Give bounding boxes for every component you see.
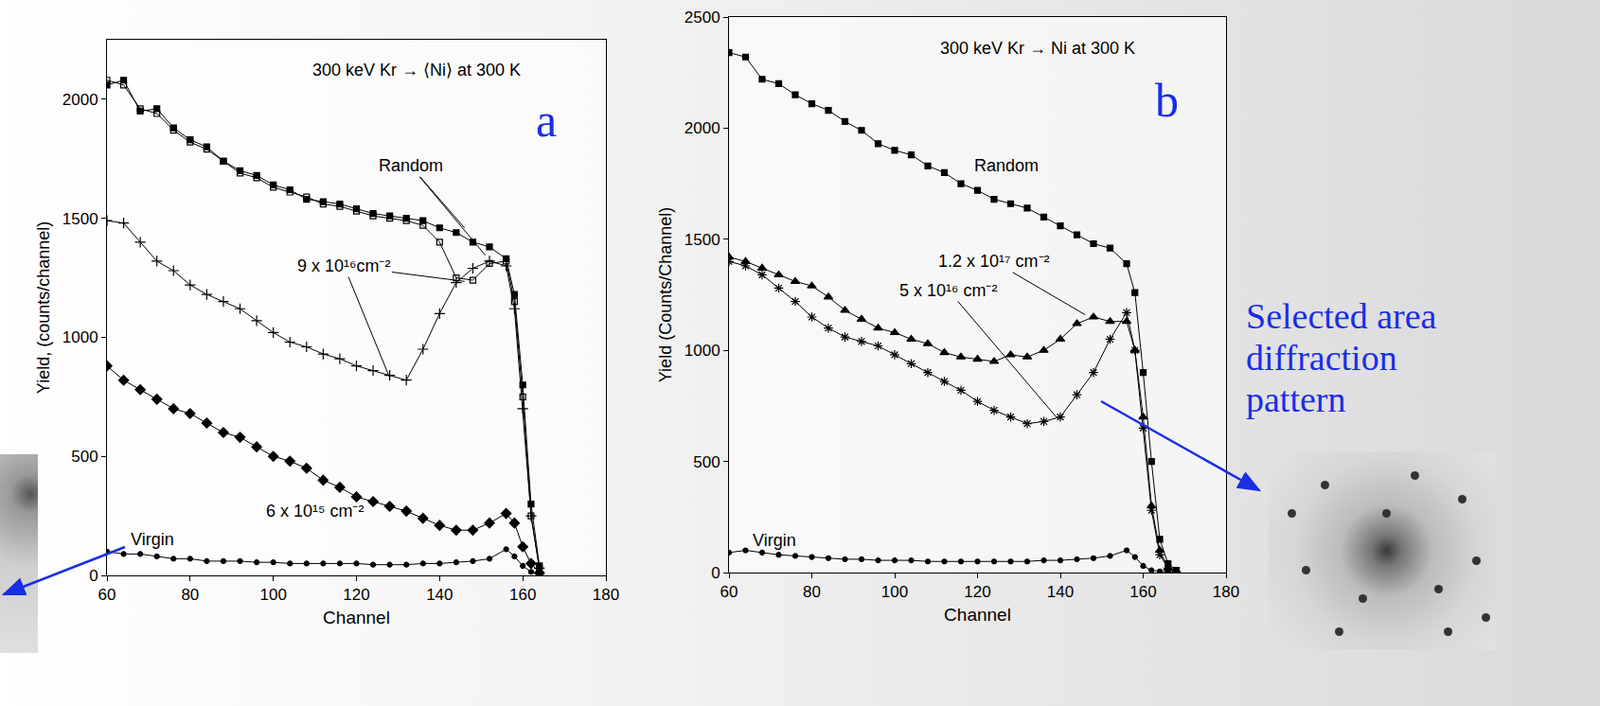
svg-text:100: 100 [259, 586, 286, 605]
svg-text:Yield (Counts/Channel): Yield (Counts/Channel) [656, 207, 676, 383]
svg-text:Random: Random [974, 156, 1039, 176]
svg-text:80: 80 [180, 586, 199, 605]
svg-text:160: 160 [509, 586, 536, 605]
svg-text:1.2 x 10¹⁷ cm⁻²: 1.2 x 10¹⁷ cm⁻² [938, 251, 1050, 271]
svg-text:a: a [535, 93, 557, 147]
svg-text:Channel: Channel [322, 607, 391, 628]
svg-text:180: 180 [592, 586, 620, 605]
svg-text:2000: 2000 [62, 90, 99, 109]
svg-text:1000: 1000 [62, 328, 99, 347]
svg-text:500: 500 [693, 453, 720, 472]
svg-text:5 x 10¹⁶ cm⁻²: 5 x 10¹⁶ cm⁻² [899, 281, 997, 301]
svg-text:1500: 1500 [62, 210, 99, 229]
svg-text:80: 80 [802, 583, 821, 602]
svg-text:9 x 10¹⁶cm⁻²: 9 x 10¹⁶cm⁻² [297, 256, 391, 276]
svg-text:6 x 10¹⁵ cm⁻²: 6 x 10¹⁵ cm⁻² [266, 501, 364, 521]
svg-text:1500: 1500 [684, 231, 721, 249]
svg-text:160: 160 [1129, 583, 1156, 602]
svg-text:Random: Random [378, 156, 444, 176]
svg-text:60: 60 [720, 583, 739, 602]
svg-text:180: 180 [1212, 583, 1240, 602]
svg-text:120: 120 [963, 583, 991, 602]
svg-text:Virgin: Virgin [130, 530, 175, 550]
svg-text:2000: 2000 [684, 119, 721, 138]
svg-text:1000: 1000 [684, 341, 721, 360]
svg-text:0: 0 [88, 567, 98, 586]
html-text:Selected area diffraction patt: Selected area diffraction pattern [1245, 296, 1437, 420]
svg-text:140: 140 [426, 586, 453, 605]
svg-text:140: 140 [1047, 583, 1074, 602]
svg-text:0: 0 [711, 564, 720, 583]
svg-text:120: 120 [342, 586, 370, 605]
svg-text:9 x 10¹⁶cm⁻²: 9 x 10¹⁶cm⁻² [297, 256, 391, 276]
svg-text:300 keV Kr → ⟨Ni⟩ at 300 K: 300 keV Kr → ⟨Ni⟩ at 300 K [312, 60, 521, 80]
svg-text:Random: Random [378, 156, 444, 176]
svg-text:Channel: Channel [943, 604, 1012, 625]
svg-text:500: 500 [71, 447, 98, 466]
svg-text:2500: 2500 [684, 8, 721, 27]
svg-text:100: 100 [881, 583, 908, 602]
svg-text:Virgin: Virgin [752, 531, 797, 551]
svg-text:60: 60 [98, 586, 117, 605]
svg-text:300 keV Kr → Ni at 300 K: 300 keV Kr → Ni at 300 K [940, 38, 1136, 58]
svg-text:Yield, (counts/channel): Yield, (counts/channel) [34, 221, 54, 394]
svg-text:b: b [1155, 73, 1179, 127]
